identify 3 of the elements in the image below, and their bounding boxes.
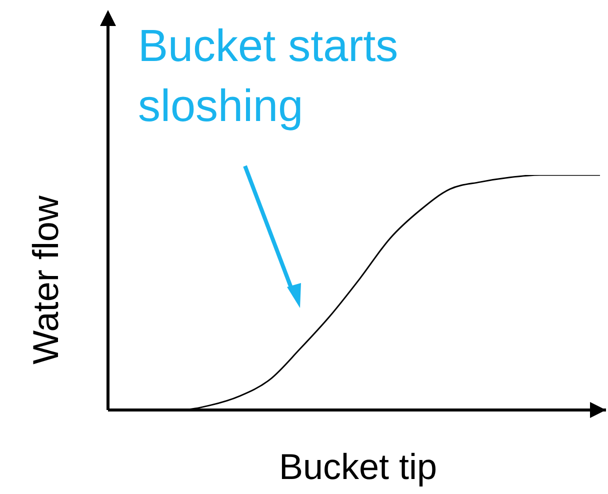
text: Bucket starts sloshing (138, 19, 400, 133)
x-axis-title: Bucket tip (278, 446, 438, 488)
y-axis-title: Water flow (25, 196, 67, 364)
